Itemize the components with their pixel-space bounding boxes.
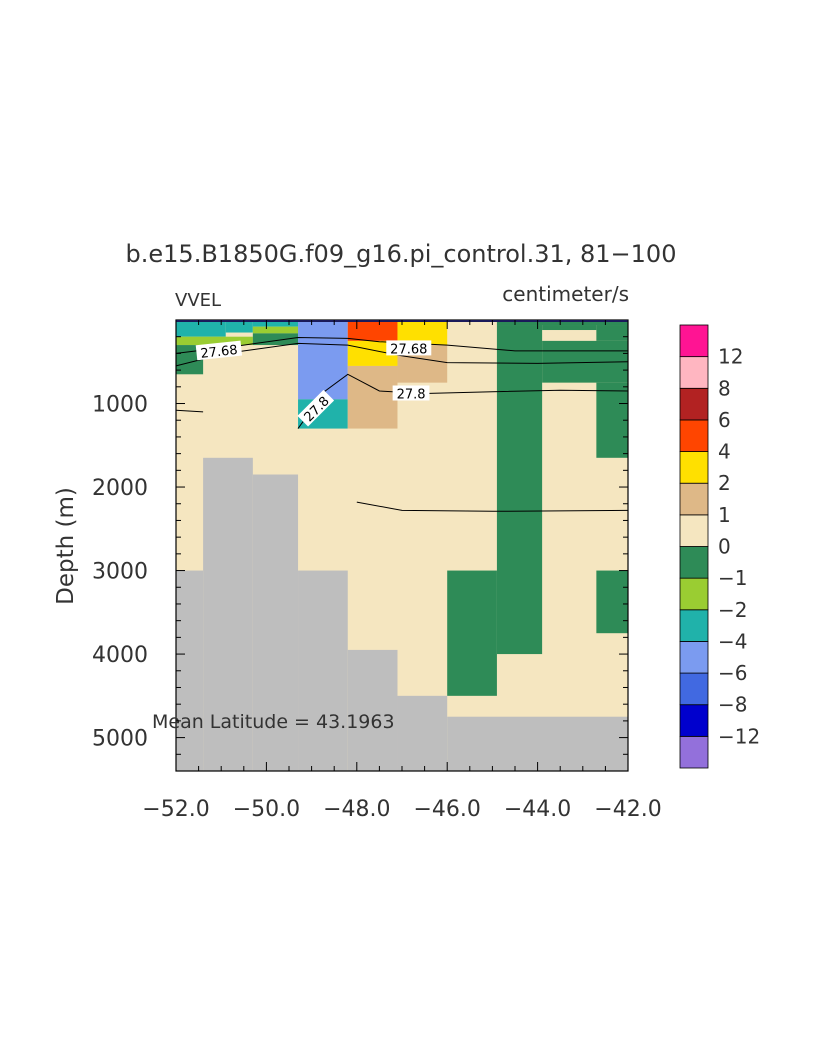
velocity-cell-20 [447, 570, 497, 696]
contour-line-0 [175, 336, 628, 354]
velocity-cell-4 [252, 326, 299, 334]
units-label: centimeter/s [502, 282, 629, 306]
colorbar-swatch-2 [679, 672, 709, 706]
land-cell-5 [397, 695, 448, 771]
velocity-cell-14 [496, 320, 628, 326]
colorbar-swatch-4 [679, 609, 709, 642]
variable-label: VVEL [175, 290, 221, 311]
x-tick-label: −48.0 [323, 797, 390, 822]
contour-label-box [297, 389, 335, 427]
colorbar-label: 12 [718, 345, 743, 369]
contour-label-2: 27.8 [392, 385, 430, 402]
velocity-cell-15 [496, 325, 543, 655]
velocity-cell-17 [596, 325, 628, 341]
land-cell-2 [252, 474, 299, 771]
x-tick-label: −46.0 [413, 797, 480, 822]
colorbar-label: −6 [718, 661, 747, 685]
colorbar-swatch-10 [679, 419, 709, 452]
y-axis: 1000 2000 3000 4000 5000 [92, 336, 628, 755]
velocity-cell-11 [347, 365, 398, 429]
y-tick-label: 5000 [92, 727, 148, 752]
contour-label-box [392, 385, 430, 401]
colorbar-label: −1 [718, 566, 747, 590]
velocity-cell-3 [176, 336, 253, 346]
velocity-cell-2 [252, 320, 299, 327]
colorbar-label: −8 [718, 693, 747, 717]
y-tick-label: 3000 [92, 560, 148, 585]
velocity-cell-0 [176, 320, 226, 337]
x-tick-label: −52.0 [142, 797, 209, 822]
colorbar-label: 2 [718, 471, 731, 495]
colorbar-swatch-12 [679, 356, 709, 389]
contour-label-text: 27.68 [390, 342, 427, 357]
colorbar-swatch-5 [679, 577, 709, 611]
velocity-cells [176, 320, 628, 696]
colorbar-swatch-13 [679, 324, 709, 358]
contour-label-1: 27.68 [386, 340, 432, 357]
colorbar-label: 1 [718, 503, 731, 527]
contour-line-3 [175, 409, 204, 413]
land-cell-3 [298, 570, 348, 771]
chart-title: b.e15.B1850G.f09_g16.pi_control.31, 81−1… [126, 240, 677, 268]
colorbar-swatch-8 [679, 482, 709, 516]
velocity-cell-7 [298, 320, 348, 400]
colorbar-swatch-3 [679, 641, 709, 674]
contour-label-text: 27.8 [397, 387, 426, 402]
colorbar-swatch-9 [679, 451, 709, 484]
colorbar-label: −2 [718, 598, 747, 622]
colorbar-label: −12 [718, 724, 760, 748]
contour-label-box [195, 340, 243, 361]
land-cell-4 [347, 649, 398, 771]
y-tick-label: 1000 [92, 393, 148, 418]
colorbar-swatch-1 [679, 704, 709, 737]
colorbar-label: −4 [718, 629, 747, 653]
velocity-cell-9 [347, 320, 398, 341]
colorbar-swatch-11 [679, 387, 709, 421]
land-cell-6 [447, 716, 628, 771]
contour-label-text: 27.68 [200, 343, 239, 362]
colorbar-swatch-7 [679, 514, 709, 547]
colorbar-swatch-0 [679, 735, 709, 769]
x-tick-label: −42.0 [594, 797, 661, 822]
x-tick-label: −44.0 [504, 797, 571, 822]
land-cell-1 [203, 457, 253, 771]
colorbar-label: 4 [718, 440, 731, 464]
y-tick-label: 2000 [92, 476, 148, 501]
velocity-cell-6 [252, 333, 299, 346]
velocity-cell-21 [596, 570, 628, 634]
contour-label-box [386, 340, 432, 356]
mean-latitude-annotation: Mean Latitude = 43.1963 [152, 711, 395, 733]
y-tick-label: 4000 [92, 643, 148, 668]
colorbar-swatch-6 [679, 546, 709, 579]
colorbar-label: 0 [718, 535, 731, 559]
x-axis: −52.0 −50.0 −48.0 −46.0 −44.0 −42.0 [142, 320, 662, 822]
x-tick-label: −50.0 [233, 797, 300, 822]
velocity-cell-1 [225, 320, 253, 333]
velocity-cell-19 [596, 382, 628, 458]
colorbar-label: 6 [718, 408, 731, 432]
contour-line-4 [356, 501, 629, 512]
y-axis-label: Depth (m) [53, 487, 79, 605]
velocity-cell-16 [542, 325, 597, 331]
contour-label-0: 27.68 [195, 340, 243, 362]
land-mask [176, 457, 628, 771]
colorbar-label: 8 [718, 376, 731, 400]
